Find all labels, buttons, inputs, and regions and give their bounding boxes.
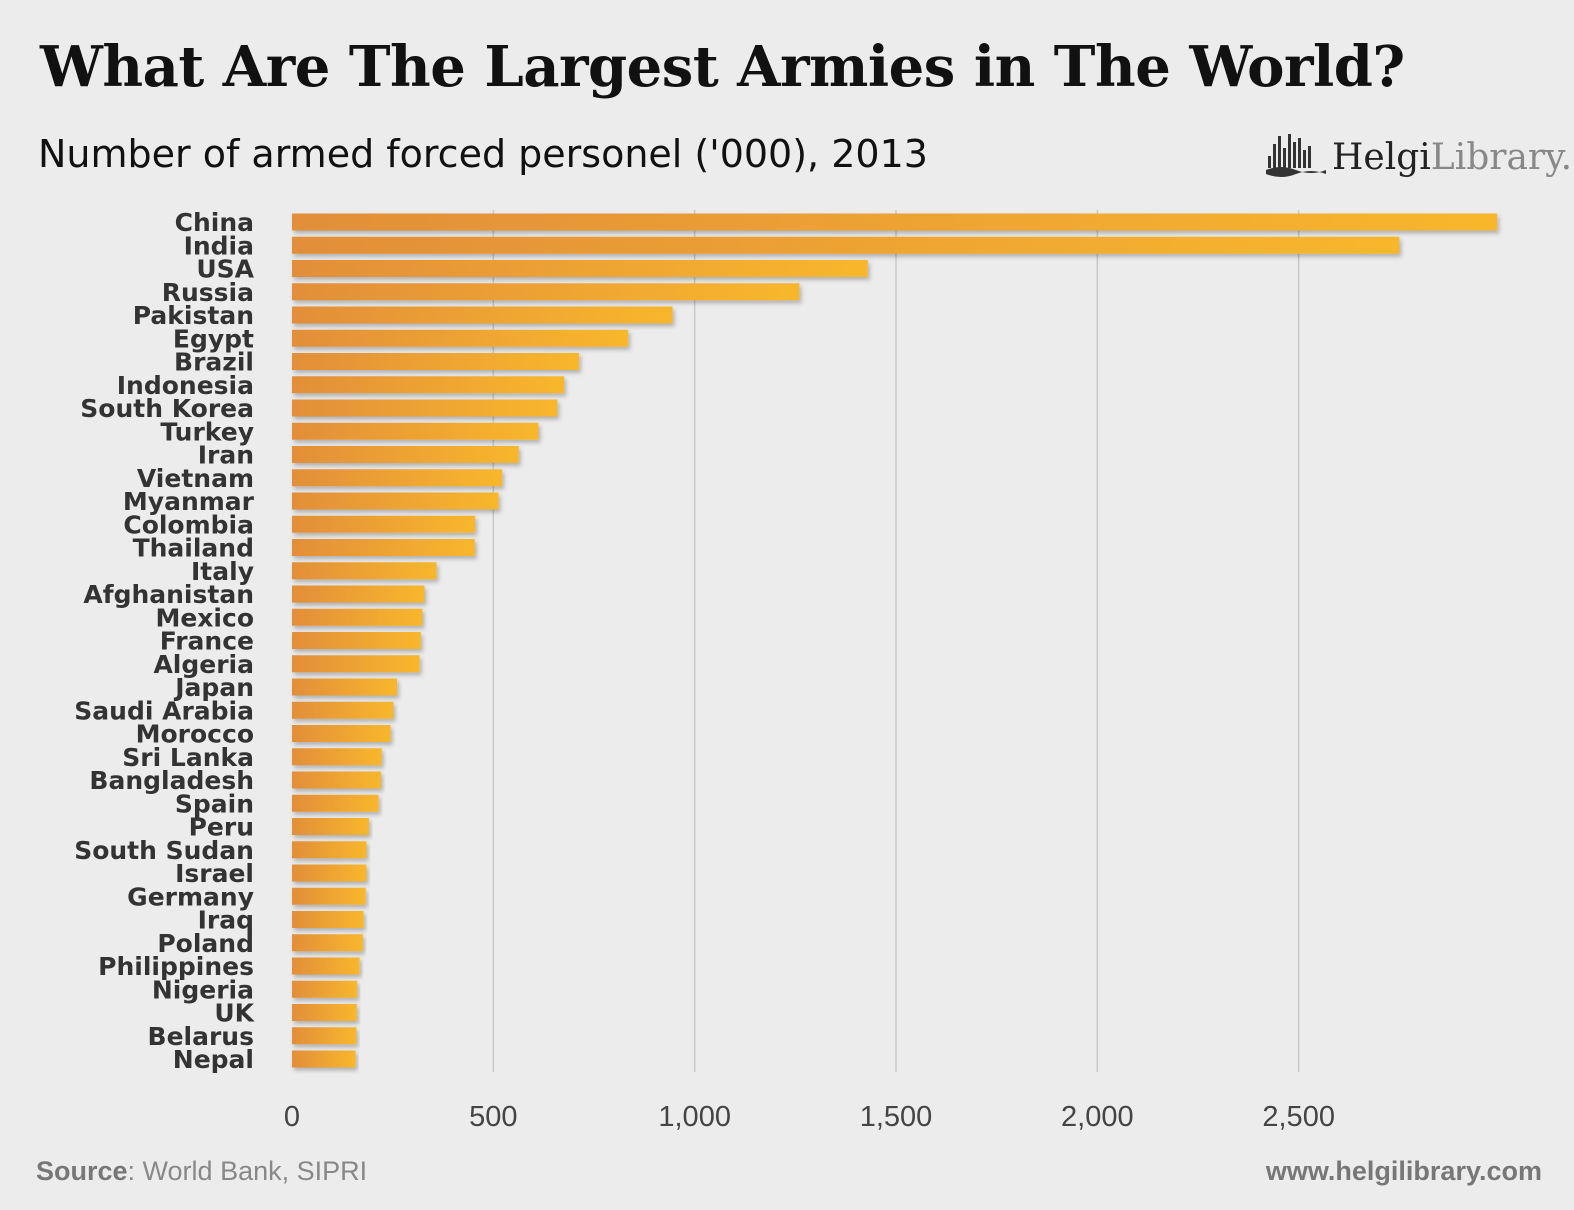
- x-tick-label: 1,500: [860, 1101, 933, 1133]
- logo-brand-library: Library.: [1430, 137, 1573, 178]
- x-axis-ticks: 0 500 1,000 1,500 2,000 2,500: [284, 1101, 1335, 1133]
- category-label: Nepal: [173, 1045, 254, 1074]
- bar: [292, 678, 398, 696]
- bar: [292, 771, 381, 789]
- category-label: Egypt: [173, 324, 254, 353]
- category-label: Bangladesh: [89, 766, 254, 795]
- bar: [292, 725, 391, 742]
- bars: [292, 213, 1498, 1068]
- bar: [292, 701, 394, 719]
- category-label: South Korea: [80, 394, 254, 423]
- category-label: France: [160, 627, 254, 656]
- bar: [292, 911, 364, 928]
- category-label: Belarus: [148, 1022, 254, 1051]
- category-label: Morocco: [136, 720, 254, 749]
- bar: [292, 492, 499, 510]
- bar: [292, 748, 382, 766]
- source-note: Source: World Bank, SIPRI: [36, 1156, 367, 1187]
- category-label: Colombia: [123, 510, 254, 539]
- bar: [292, 794, 379, 812]
- source-text: : World Bank, SIPRI: [127, 1156, 368, 1186]
- x-tick-label: 2,500: [1262, 1101, 1335, 1133]
- chart-title: What Are The Largest Armies in The World…: [40, 34, 1405, 100]
- category-label: Afghanistan: [83, 580, 254, 609]
- category-label: China: [175, 208, 254, 237]
- category-label: Italy: [191, 557, 254, 586]
- category-label: Myanmar: [123, 487, 255, 516]
- category-label: Sri Lanka: [122, 743, 254, 772]
- category-label: Indonesia: [117, 371, 254, 400]
- website-link[interactable]: www.helgilibrary.com: [1265, 1156, 1542, 1186]
- category-label: Peru: [189, 813, 254, 842]
- category-label: Japan: [173, 673, 254, 702]
- category-label: Nigeria: [152, 975, 254, 1004]
- bar: [292, 446, 519, 463]
- bar: [292, 608, 423, 626]
- bar: [292, 957, 360, 975]
- chart-subtitle: Number of armed forced personel ('000), …: [38, 132, 928, 176]
- category-label: Iran: [198, 441, 254, 470]
- bar: [292, 655, 420, 673]
- category-label: Poland: [157, 929, 254, 958]
- bar: [292, 515, 476, 533]
- category-label: Mexico: [155, 603, 254, 632]
- bar: [292, 260, 868, 277]
- bar: [292, 283, 800, 301]
- category-labels: ChinaIndiaUSARussiaPakistanEgyptBrazilIn…: [74, 208, 255, 1074]
- bar: [292, 1004, 357, 1021]
- category-label: Algeria: [153, 650, 254, 679]
- bar: [292, 329, 629, 347]
- x-tick-label: 1,000: [658, 1101, 731, 1133]
- bar: [292, 1050, 356, 1068]
- bar: [292, 399, 558, 417]
- bar: [292, 887, 366, 905]
- category-label: South Sudan: [74, 836, 254, 865]
- category-label: Israel: [175, 859, 254, 888]
- bar: [292, 213, 1498, 231]
- bar: [292, 353, 580, 370]
- bar: [292, 934, 363, 952]
- logo-brand-helgi: Helgi: [1332, 137, 1431, 178]
- x-tick-label: 0: [284, 1101, 300, 1133]
- bar: [292, 980, 358, 998]
- category-label: Germany: [127, 882, 254, 911]
- category-label: Philippines: [98, 952, 254, 981]
- category-label: UK: [214, 999, 255, 1028]
- bar: [292, 236, 1400, 254]
- x-tick-label: 500: [469, 1101, 517, 1133]
- category-label: Saudi Arabia: [74, 696, 254, 725]
- bar: [292, 585, 425, 603]
- category-label: Spain: [175, 789, 254, 818]
- category-label: USA: [196, 255, 254, 284]
- category-label: Vietnam: [137, 464, 254, 493]
- category-label: Thailand: [133, 534, 254, 563]
- category-label: Brazil: [174, 348, 254, 377]
- category-label: India: [184, 231, 254, 260]
- category-label: Pakistan: [133, 301, 254, 330]
- bar: [292, 376, 565, 394]
- bar: [292, 818, 369, 835]
- helgi-library-logo-icon: [1266, 134, 1326, 177]
- category-label: Turkey: [160, 417, 254, 446]
- source-label: Source: [36, 1156, 128, 1186]
- bar: [292, 422, 539, 440]
- bar: [292, 1027, 357, 1045]
- bar: [292, 562, 437, 580]
- category-label: Russia: [162, 278, 254, 307]
- bar: [292, 469, 503, 487]
- bar: [292, 632, 421, 649]
- bar: [292, 864, 367, 882]
- bar: [292, 841, 367, 859]
- bar: [292, 539, 475, 556]
- x-tick-label: 2,000: [1061, 1101, 1134, 1133]
- bar: [292, 306, 673, 324]
- category-label: Iraq: [198, 906, 254, 935]
- helgi-library-logo[interactable]: HelgiLibrary.: [1266, 126, 1572, 178]
